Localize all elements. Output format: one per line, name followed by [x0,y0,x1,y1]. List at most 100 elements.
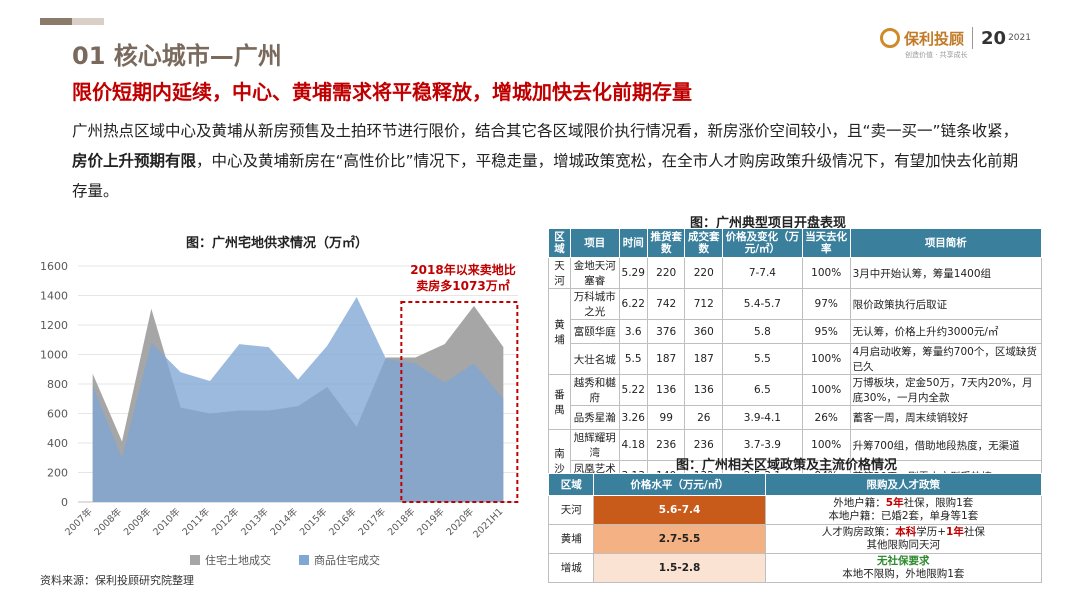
table-header-cell: 成交套数 [684,228,724,258]
policy-cell: 外地户籍：5年社保，限购1套 本地户籍：已婚2套，单身等1套 [764,495,1043,525]
table-cell: 3.7-3.9 [722,429,803,461]
table-cell: 26 [684,405,724,430]
callout-box [400,301,519,503]
table-row: 南沙 旭辉耀玥湾 4.18 236 236 3.7-3.9 100% 升筹700组，借助地段热… [547,429,1043,492]
page-title: 01 核心城市—广州 [72,42,282,70]
body-part-2: ，中心及黄埔新房在“高性价比”情况下，平稳走量，增城政策宽松，在全市人才购房政策… [72,152,1019,200]
policy-text: 无社保要求 [877,555,930,567]
table-header-cell: 当天去化率 [801,228,851,258]
table-row: 番禺 越秀和樾府 5.22 136 136 6.5 100% 万博板块，定金50万，7天内20… [547,374,1043,430]
table-header-cell: 推货套数 [646,228,686,258]
x-tick-label: 2019年 [414,505,447,538]
table-cell: 95% [801,319,851,344]
y-tick-label: 1000 [40,349,68,362]
table-row: 天河 5.6-7.4 外地户籍：5年社保，限购1套 本地户籍：已婚2套，单身等1套 [547,495,1043,525]
table2-header-row: 区域 价格水平（万元/㎡） 限购及人才政策 [547,473,1043,496]
body-paragraph: 广州热点区域中心及黄埔从新房预售及土拍环节进行限价，结合其它各区域限价执行情况看… [72,116,1032,206]
table2-title: 图：广州相关区域政策及主流价格情况 [676,458,898,473]
policy-text: 外地户籍： [833,497,886,509]
table-cell: 236 [684,429,724,461]
table-cell: 187 [684,343,724,375]
policy-line-2: 本地户籍：已婚2套，单身等1套 [828,510,979,522]
policy-line-2: 本地不限购，外地限购1套 [842,568,965,580]
y-tick-label: 1600 [40,260,68,273]
callout-annotation: 2018年以来卖地比 卖房多1073万㎡ [408,262,518,294]
table-cell: 742 [646,288,686,320]
x-tick-label: 2011年 [180,505,213,538]
table-cell: 限价政策执行后取证 [849,288,1043,320]
accent-bar-light [72,18,104,25]
logo-tagline: 创造价值 · 共享成长 [905,51,968,59]
x-tick-label: 2007年 [62,505,95,538]
policy-line-1: 外地户籍：5年社保，限购1套 [769,497,1038,510]
table-header-cell: 项目 [570,228,620,258]
x-tick-label: 2014年 [268,505,301,538]
table-cell: 万博板块，定金50万，7天内20%，月底30%，一月内全款 [849,374,1043,406]
y-tick-label: 0 [61,496,68,509]
y-tick-label: 600 [47,408,68,421]
table-header-cell: 区域 [547,228,572,258]
table-cell: 136 [646,374,686,406]
y-tick-label: 200 [47,467,68,480]
table-cell: 5.29 [618,257,648,289]
table1-body: 天河 金地天河塞睿 5.29 220 220 7-7.4 100% 3月中开始认筹，筹量140… [547,257,1043,492]
policy-text: 社保，限购1套 [903,497,974,509]
policy-highlight: 本科 [895,526,917,538]
x-tick-label: 2017年 [356,505,389,538]
table-row: 大壮名城 5.5 187 187 5.5 100% 4月启动收筹，筹量约700个，区域缺货已… [549,343,1043,375]
x-tick-label: 2013年 [238,505,271,538]
table-header-cell: 项目简析 [849,228,1043,258]
table-cell: 376 [646,319,686,344]
table2-body: 天河 5.6-7.4 外地户籍：5年社保，限购1套 本地户籍：已婚2套，单身等1套 黄埔… [547,495,1043,583]
policy-cell: 无社保要求 本地不限购，外地限购1套 [764,553,1043,583]
table-cell: 3.9-4.1 [722,405,803,430]
chart-title: 图：广州宅地供求情况（万㎡） [186,236,369,251]
accent-bar [40,18,72,25]
x-tick-label: 2021H1 [471,506,505,540]
table-cell: 5.4-5.7 [722,288,803,320]
y-tick-label: 800 [47,378,68,391]
table-cell: 富颐华庭 [570,319,620,344]
table-cell: 黄埔 [547,288,572,375]
table-cell: 236 [646,429,686,461]
policy-line-2: 其他限购同天河 [866,539,941,551]
table-cell: 7-7.4 [722,257,803,289]
table-cell: 5.5 [722,343,803,375]
legend-label-land: 住宅土地成交 [205,554,271,567]
table-cell: 100% [801,343,851,375]
table-cell: 3.6 [618,319,648,344]
table-cell: 220 [684,257,724,289]
legend-housing: 商品住宅成交 [299,552,380,568]
table-cell: 品秀星瀚 [570,405,620,430]
subtitle: 限价短期内延续，中心、黄埔需求将平稳释放，增城加快去化前期存量 [72,80,692,104]
table-header-cell: 价格及变化（万元/㎡） [722,228,803,258]
y-tick-label: 400 [47,437,68,450]
table-cell: 99 [646,405,686,430]
brand-logo: 保利投顾 20 2021 创造价值 · 共享成长 [880,20,1031,59]
table-header-cell: 时间 [618,228,648,258]
policy-cell: 人才购房政策：本科学历+1年社保 其他限购同天河 [764,524,1043,554]
x-tick-label: 2008年 [92,505,125,538]
table-cell: 97% [801,288,851,320]
table-cell: 360 [684,319,724,344]
x-tick-label: 2018年 [385,505,418,538]
table-row: 增城 1.5-2.8 无社保要求 本地不限购，外地限购1套 [547,553,1043,583]
table-cell: 187 [646,343,686,375]
table-cell: 6.22 [618,288,648,320]
table-cell: 无认筹，价格上升约3000元/㎡ [849,319,1043,344]
table-cell: 26% [801,405,851,430]
price-cell: 5.6-7.4 [593,495,766,525]
y-tick-label: 1400 [40,290,68,303]
table-row: 天河 金地天河塞睿 5.29 220 220 7-7.4 100% 3月中开始认筹，筹量140… [547,257,1043,289]
logo-number: 20 [981,27,1007,49]
table-cell: 3月中开始认筹，筹量1400组 [849,257,1043,289]
x-tick-label: 2009年 [121,505,154,538]
table-cell: 100% [801,257,851,289]
table-cell: 旭辉耀玥湾 [570,429,620,461]
x-tick-label: 2012年 [209,505,242,538]
legend-swatch-housing [299,555,309,565]
table-cell: 712 [684,288,724,320]
callout-line-2: 卖房多1073万㎡ [416,279,510,293]
table-cell: 天河 [547,257,572,289]
table-cell: 136 [684,374,724,406]
